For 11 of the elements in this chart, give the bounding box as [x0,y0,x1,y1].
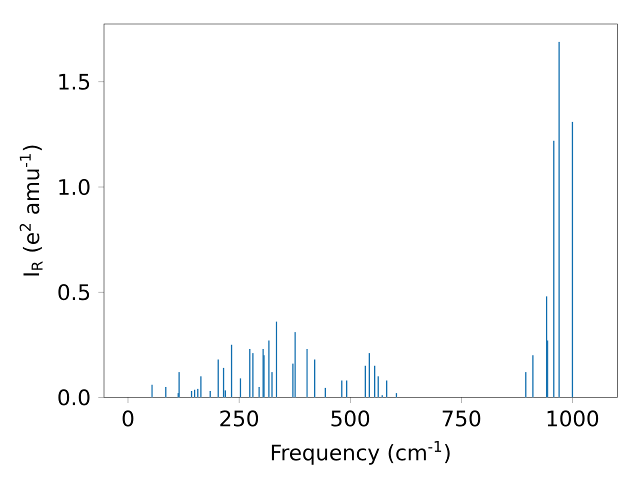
x-tick-label: 250 [220,410,258,427]
y-tick-label: 0.0 [58,389,90,406]
y-tick-label: 1.0 [59,178,90,196]
x-tick-label: 1000 [548,410,598,427]
y-axis-title: I$_{R}$ (e$^{2}$ amu$^{-1}$) [20,146,43,276]
x-tick-label: 750 [442,410,480,427]
y-tick-label: 0.5 [58,284,90,300]
x-tick-label: 0 [122,410,134,427]
x-axis-title: Frequency (cm$^{-1}$) [272,441,450,465]
y-tick-label: 1.5 [59,74,90,90]
x-tick-label: 500 [332,410,370,427]
